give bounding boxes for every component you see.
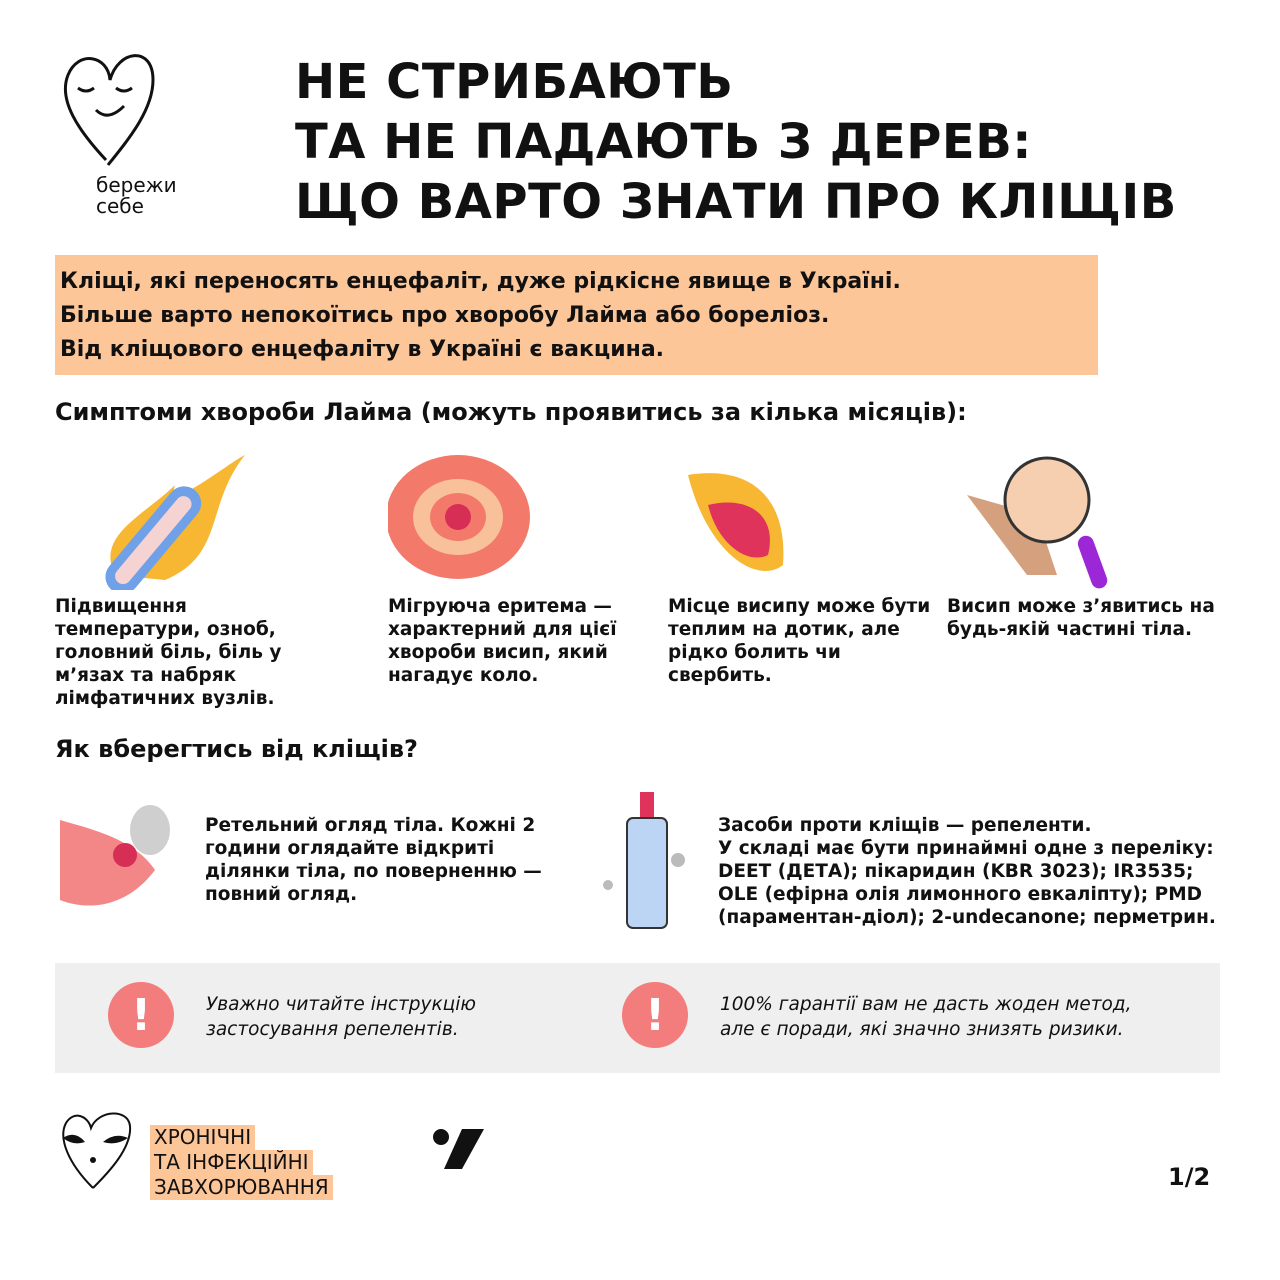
intro-line: Кліщі, які переносять енцефаліт, дуже рі… [60,269,901,294]
thermometer-fire-icon [105,455,246,590]
erythema-rash-icon [388,455,530,579]
category-line: ЗАВХОРЮВАННЯ [150,1175,333,1200]
hand-magnifier-icon [967,456,1108,589]
page-number: 1/2 [1168,1163,1211,1191]
protection-text: Ретельний огляд тіла. Кожні 2 години огл… [205,814,565,906]
protection-detail: Кожні 2 години оглядайте відкриті ділянк… [205,815,542,905]
logo-line: себе [96,194,144,218]
symptom-item: Висип може з’явитись на будь-якій частин… [947,455,1227,641]
protection-bold: Ретельний огляд тіла. [205,815,445,836]
intro-line: Більше варто непокоїтись про хворобу Лай… [60,303,830,328]
symptom-text: Висип може з’явитись на будь-якій частин… [947,596,1215,640]
intro-line: Від кліщового енцефаліту в Україні є вак… [60,337,665,362]
title-line: НЕ СТРИБАЮТЬ [295,54,734,110]
protection-item: Засоби проти кліщів — репеленти. У складі… [718,814,1228,929]
protection-detail: У складі має бути принаймні одне з перел… [718,838,1216,928]
title-line: ЩО ВАРТО ЗНАТИ ПРО КЛІЩІВ [295,174,1177,230]
symptom-text: Мігруюча еритема — характерний для цієї … [388,596,617,686]
protection-heading: Як вберегтись від кліщів? [55,735,418,763]
intro-box: Кліщі, які переносять енцефаліт, дуже рі… [55,255,1098,375]
symptom-item: Підвищення температури, озноб, головний … [55,455,335,710]
exclamation-icon: ! [622,982,688,1048]
category-line: ТА ІНФЕКЦІЙНІ [150,1150,313,1175]
symptom-item: Мігруюча еритема — характерний для цієї … [388,455,668,687]
category-line: ХРОНІЧНІ [150,1125,256,1150]
tick-on-skin-icon [60,805,170,906]
category-label: ХРОНІЧНІ ТА ІНФЕКЦІЙНІ ЗАВХОРЮВАННЯ [150,1125,333,1200]
warning-text: 100% гарантії вам не дасть жоден метод, … [720,994,1132,1040]
warning-item: ! Уважно читайте інструкцію застосування … [108,982,558,1048]
brand-slash-logo-icon [433,1129,484,1169]
protection-bold: Засоби проти кліщів — репеленти. [718,815,1092,836]
symptom-text: Місце висипу може бути теплим на дотик, … [668,596,931,686]
symptoms-heading: Симптоми хвороби Лайма (можуть проявитис… [55,398,967,426]
exclamation-icon: ! [108,982,174,1048]
heart-smile-logo-icon [63,54,155,166]
repellent-spray-icon [603,792,685,929]
symptoms-heading-note: (можуть проявитись за кілька місяців): [420,398,967,426]
warm-rash-icon [688,473,784,571]
warning-text: Уважно читайте інструкцію застосування р… [206,994,476,1040]
protection-text: Засоби проти кліщів — репеленти. У складі… [718,814,1228,929]
warning-item: ! 100% гарантії вам не дасть жоден метод,… [622,982,1182,1048]
title-line: ТА НЕ ПАДАЮТЬ З ДЕРЕВ: [295,114,1032,170]
symptom-item: Місце висипу може бути теплим на дотик, … [668,455,948,687]
logo-line: бережи [96,173,177,197]
page-title: НЕ СТРИБАЮТЬ ТА НЕ ПАДАЮТЬ З ДЕРЕВ: ЩО В… [295,52,1177,232]
protection-item: Ретельний огляд тіла. Кожні 2 години огл… [205,814,565,906]
logo-text: бережи себе [96,175,177,217]
symptom-text: Підвищення температури, озноб, головний … [55,596,282,709]
symptoms-heading-bold: Симптоми хвороби Лайма [55,398,413,426]
heart-eyes-logo-icon [62,1112,132,1189]
